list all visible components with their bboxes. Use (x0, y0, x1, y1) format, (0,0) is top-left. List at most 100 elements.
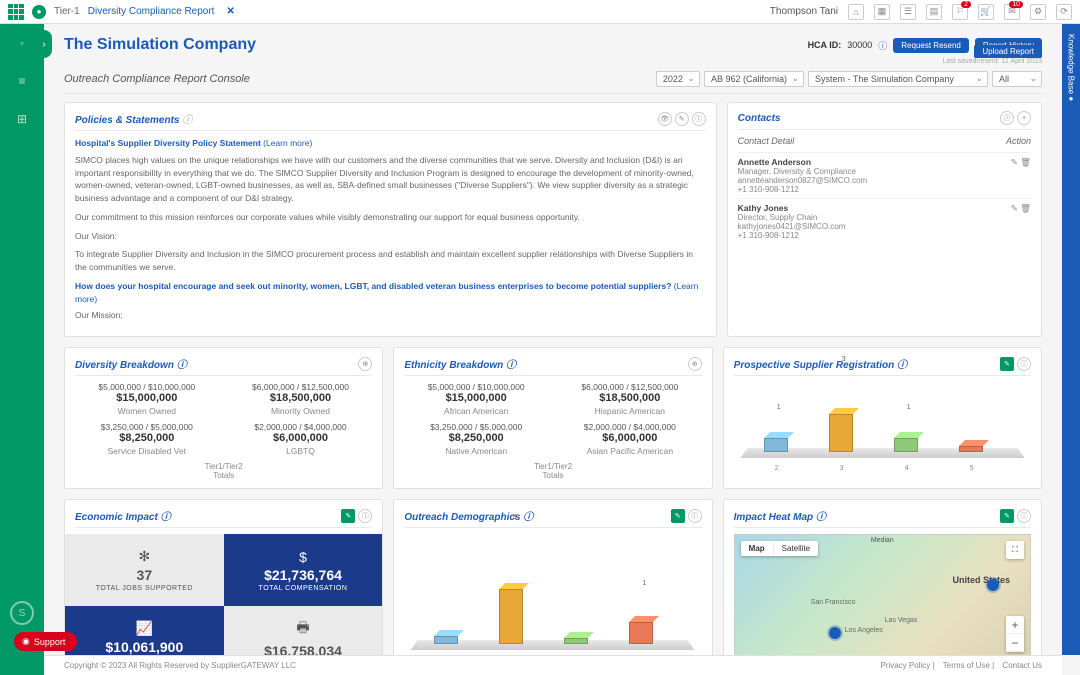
footer-link[interactable]: Privacy Policy (880, 661, 930, 670)
chart-bar: 1 (894, 432, 918, 452)
topbar: ● Tier-1 Diversity Compliance Report ✕ T… (0, 0, 1080, 24)
calendar-icon[interactable]: ▤ (926, 4, 942, 20)
chart-bar: 1 (629, 616, 653, 644)
policies-title: Policies & Statements ⓘ (75, 111, 192, 126)
contacts-panel: Contacts ⓘ+ Contact Detail Action Annette… (727, 102, 1042, 337)
footer-copyright: Copyright © 2023 All Rights Reserved by … (64, 661, 296, 670)
footer-link[interactable]: Terms of Use (943, 661, 990, 670)
footer-link[interactable]: Contact Us (1002, 661, 1042, 670)
policy-heading-2: How does your hospital encourage and see… (75, 280, 706, 306)
help-icon[interactable]: ⟳ (1056, 4, 1072, 20)
map-mode-map[interactable]: Map (741, 541, 774, 556)
map-zoom-in[interactable]: + (1006, 616, 1024, 634)
breakdown-cell: $6,000,000 / $12,500,000$18,500,000Minor… (229, 382, 373, 416)
diversity-panel: Diversity Breakdown ⓘ ⊕ $5,000,000 / $10… (64, 347, 383, 489)
tier-label: Tier-1 (54, 6, 80, 17)
last-updated: Last saved/resent: 11 April 2023 (64, 58, 1042, 65)
user-name[interactable]: Thompson Tani (770, 6, 838, 17)
grid-icon[interactable]: ▦ (874, 4, 890, 20)
map-city-label: San Francisco (811, 599, 856, 606)
console-subtitle: Outreach Compliance Report Console (64, 73, 250, 85)
economic-title: Economic Impact ⓘ (75, 508, 171, 523)
policies-view-icon[interactable]: 👁 (658, 112, 672, 126)
supplier-edit-icon[interactable]: ✎ (1000, 357, 1014, 371)
settings-icon[interactable]: ⚙ (1030, 4, 1046, 20)
chart-bar (434, 630, 458, 644)
page-title: The Simulation Company (64, 36, 256, 54)
app-launcher-icon[interactable] (8, 4, 24, 20)
supplier-reg-title: Prospective Supplier Registration ⓘ (734, 356, 907, 371)
contacts-col-action: Action (1006, 136, 1031, 146)
diversity-add-icon[interactable]: ⊕ (358, 357, 372, 371)
map-mode-satellite[interactable]: Satellite (774, 541, 818, 556)
contacts-col-detail: Contact Detail (738, 136, 795, 146)
cart-icon[interactable]: 🛒 (978, 4, 994, 20)
upload-report-button[interactable]: Upload Report (974, 45, 1042, 58)
policy-vision-label: Our Vision: (75, 230, 706, 243)
heatmap-edit-icon[interactable]: ✎ (1000, 509, 1014, 523)
ethnicity-panel: Ethnicity Breakdown ⓘ ⊕ $5,000,000 / $10… (393, 347, 712, 489)
policy-vision: To integrate Supplier Diversity and Incl… (75, 248, 706, 274)
chart-bar (564, 632, 588, 644)
footer: Copyright © 2023 All Rights Reserved by … (44, 655, 1062, 675)
map-usa-label: United States (952, 575, 1010, 585)
map-point[interactable] (827, 625, 843, 641)
policies-panel: Policies & Statements ⓘ 👁✎ⓘ Hospital's S… (64, 102, 717, 337)
sidebar-item-2[interactable]: ≡ (0, 62, 44, 100)
contacts-title: Contacts (738, 113, 781, 124)
policies-info-icon[interactable]: ⓘ (692, 112, 706, 126)
breakdown-cell: $2,000,000 / $4,000,000$6,000,000Asian P… (558, 422, 702, 456)
request-resend-button[interactable]: Request Resend (893, 38, 969, 53)
sidebar-bottom-icon[interactable]: S (0, 601, 44, 625)
map-zoom-out[interactable]: − (1006, 634, 1024, 652)
sidebar-item-3[interactable]: ⊞ (0, 100, 44, 138)
map-fullscreen-icon[interactable]: ⛶ (1006, 541, 1024, 559)
economic-cell: 🖶$16,758,034TOTAL OUTPUT (224, 606, 383, 655)
hca-label: HCA ID: (808, 40, 842, 50)
breakdown-cell: $5,000,000 / $10,000,000$15,000,000Women… (75, 382, 219, 416)
contact-actions[interactable]: ✎ 🗑 (1011, 203, 1031, 240)
economic-info-icon[interactable]: ⓘ (358, 509, 372, 523)
map-container[interactable]: Median MapSatellite ⛶ +− United States S… (734, 534, 1031, 655)
knowledge-base-rail[interactable]: Knowledge Base ● (1062, 24, 1080, 655)
breakdown-cell: $3,250,000 / $5,000,000$8,250,000Native … (404, 422, 548, 456)
map-city-label: Los Angeles (845, 627, 883, 634)
list-icon[interactable]: ☰ (900, 4, 916, 20)
tier-badge: ● (32, 5, 46, 19)
outreach-edit-icon[interactable]: ✎ (671, 509, 685, 523)
contact-row: Kathy JonesDirector, Supply Chainkathyjo… (738, 198, 1031, 244)
filter-region[interactable]: AB 962 (California) (704, 71, 804, 87)
outreach-info-icon[interactable]: ⓘ (688, 509, 702, 523)
support-button[interactable]: ◉ Support (14, 632, 77, 651)
ethnicity-add-icon[interactable]: ⊕ (688, 357, 702, 371)
home-icon[interactable]: ⌂ (848, 4, 864, 20)
chart-bar: 3 (499, 583, 523, 644)
map-point[interactable] (985, 577, 1001, 593)
filter-system[interactable]: System - The Simulation Company (808, 71, 988, 87)
supplier-info-icon[interactable]: ⓘ (1017, 357, 1031, 371)
economic-edit-icon[interactable]: ✎ (341, 509, 355, 523)
map-median-label: Median (871, 537, 894, 544)
heatmap-panel: Impact Heat Map ⓘ ✎ⓘ Median MapSatellite… (723, 499, 1042, 655)
policy-p2: Our commitment to this mission reinforce… (75, 211, 706, 224)
hca-info-icon[interactable]: ⓘ (878, 39, 887, 52)
policies-edit-icon[interactable]: ✎ (675, 112, 689, 126)
map-city-label: Las Vegas (885, 617, 918, 624)
breadcrumb-close-icon[interactable]: ✕ (226, 6, 234, 17)
filter-year[interactable]: 2022 (656, 71, 700, 87)
supplier-reg-panel: Prospective Supplier Registration ⓘ ✎ⓘ 1… (723, 347, 1042, 489)
contact-actions[interactable]: ✎ 🗑 (1011, 157, 1031, 194)
mail-icon[interactable]: ✉10 (1004, 4, 1020, 20)
contacts-info-icon[interactable]: ⓘ (1000, 111, 1014, 125)
policy-mission-label: Our Mission: (75, 309, 706, 322)
hca-id: 30000 (847, 40, 872, 50)
filter-all[interactable]: All (992, 71, 1042, 87)
heatmap-info-icon[interactable]: ⓘ (1017, 509, 1031, 523)
breakdown-cell: $2,000,000 / $4,000,000$6,000,000LGBTQ (229, 422, 373, 456)
contact-row: Annette AndersonManager, Diversity & Com… (738, 152, 1031, 198)
breadcrumb-link[interactable]: Diversity Compliance Report (88, 6, 215, 17)
breakdown-cell: $5,000,000 / $10,000,000$15,000,000Afric… (404, 382, 548, 416)
alert-icon[interactable]: ⚐2 (952, 4, 968, 20)
breakdown-cell: $3,250,000 / $5,000,000$8,250,000Service… (75, 422, 219, 456)
contacts-add-icon[interactable]: + (1017, 111, 1031, 125)
